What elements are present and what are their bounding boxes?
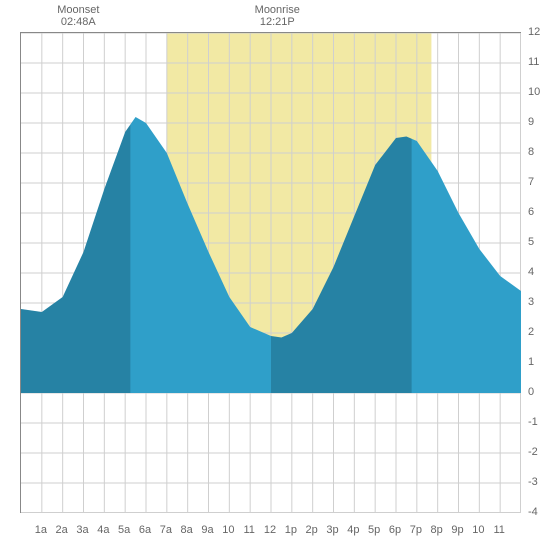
x-tick: 6a [139,524,151,536]
y-tick: 9 [528,116,534,128]
moonrise-annotation: Moonrise12:21P [255,4,300,28]
moonset-annotation: Moonset02:48A [57,4,99,28]
x-tick: 9a [201,524,213,536]
y-tick: 1 [528,356,534,368]
y-tick: -2 [528,446,538,458]
x-tick: 1p [285,524,297,536]
x-tick: 1a [35,524,47,536]
y-tick: 8 [528,146,534,158]
plot-area [20,32,521,513]
y-tick: 6 [528,206,534,218]
annotation-title: Moonset [57,4,99,16]
y-tick: 0 [528,386,534,398]
x-tick: 9p [451,524,463,536]
x-tick: 8a [181,524,193,536]
x-tick: 2a [56,524,68,536]
y-tick: 10 [528,86,540,98]
tide-chart: Moonset02:48AMoonrise12:21P 121110987654… [0,0,550,550]
x-tick: 4p [347,524,359,536]
x-tick: 11 [493,524,504,536]
annotation-time: 12:21P [255,16,300,28]
x-tick: 6p [389,524,401,536]
annotation-time: 02:48A [57,16,99,28]
x-tick: 3p [326,524,338,536]
y-tick: 3 [528,296,534,308]
y-tick: -1 [528,416,538,428]
y-tick: 12 [528,26,540,38]
x-tick: 12 [264,524,276,536]
y-tick: 5 [528,236,534,248]
y-tick: 7 [528,176,534,188]
y-tick: -3 [528,476,538,488]
x-tick: 4a [97,524,109,536]
x-axis: 1a 2a 3a 4a 5a 6a 7a 8a 9a 10 11 12 1p 2p 3p 4p 5p 6p 7p 8p… [20,514,520,534]
x-tick: 7p [410,524,422,536]
x-tick: 2p [306,524,318,536]
x-tick: 10 [472,524,484,536]
x-tick: 3a [76,524,88,536]
x-tick: 5p [368,524,380,536]
x-tick: 10 [222,524,234,536]
x-tick: 5a [118,524,130,536]
x-tick: 11 [243,524,254,536]
y-axis: 1211109876543210-1-2-3-4 [522,32,548,512]
chart-svg [21,33,521,513]
x-tick: 7a [160,524,172,536]
y-tick: 4 [528,266,534,278]
annotations-row: Moonset02:48A Moonrise12:21P [0,4,550,32]
annotation-title: Moonrise [255,4,300,16]
x-tick: 8p [431,524,443,536]
y-tick: -4 [528,506,538,518]
y-tick: 2 [528,326,534,338]
y-tick: 11 [528,56,539,68]
